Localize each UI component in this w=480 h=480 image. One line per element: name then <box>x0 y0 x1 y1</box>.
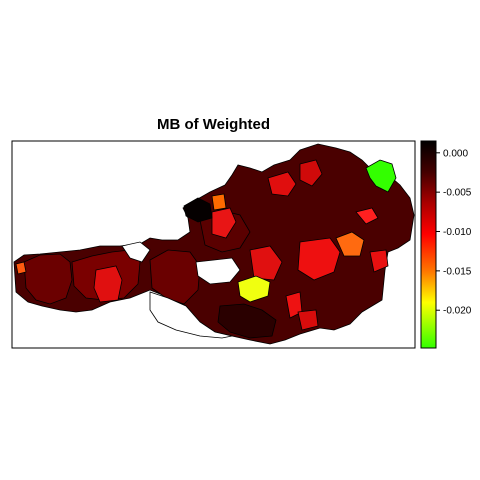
district-burgenland-red <box>369 249 389 273</box>
district-red-tyrol <box>93 265 123 303</box>
district-salzburg <box>149 249 201 305</box>
district-lower-austria-red <box>267 171 297 197</box>
austria-map <box>13 143 415 345</box>
district-black-north <box>183 197 213 223</box>
district-styria-red <box>297 237 341 281</box>
district-styria-red-2 <box>249 245 283 281</box>
district-tyrol-west <box>23 253 73 305</box>
district-vienna-area <box>355 207 379 225</box>
district-lower-austria-north <box>299 159 323 187</box>
legend-tick-label: -0.010 <box>443 227 472 238</box>
district-carinthia-dark <box>217 303 277 339</box>
no-data-region-center <box>195 257 241 285</box>
district-yellow <box>237 275 271 303</box>
no-data-region-south <box>149 291 233 339</box>
district-lower-east-orange <box>335 231 365 257</box>
legend-tick-label: -0.005 <box>443 188 472 199</box>
map-title: MB of Weighted <box>156 116 271 133</box>
district-vorarlberg-orange <box>15 261 27 275</box>
district-upper-red <box>211 207 237 239</box>
legend-tick-label: 0.000 <box>443 148 468 159</box>
district-south-red <box>297 309 319 331</box>
legend-colorbar <box>420 140 437 349</box>
district-green <box>365 159 397 193</box>
legend-ticks: 0.000 -0.005 -0.010 -0.015 -0.020 <box>436 148 472 317</box>
legend-tick-label: -0.020 <box>443 306 472 317</box>
legend-tick-label: -0.015 <box>443 266 472 277</box>
no-data-region-north <box>121 241 151 263</box>
district-orange-upper <box>211 193 227 211</box>
